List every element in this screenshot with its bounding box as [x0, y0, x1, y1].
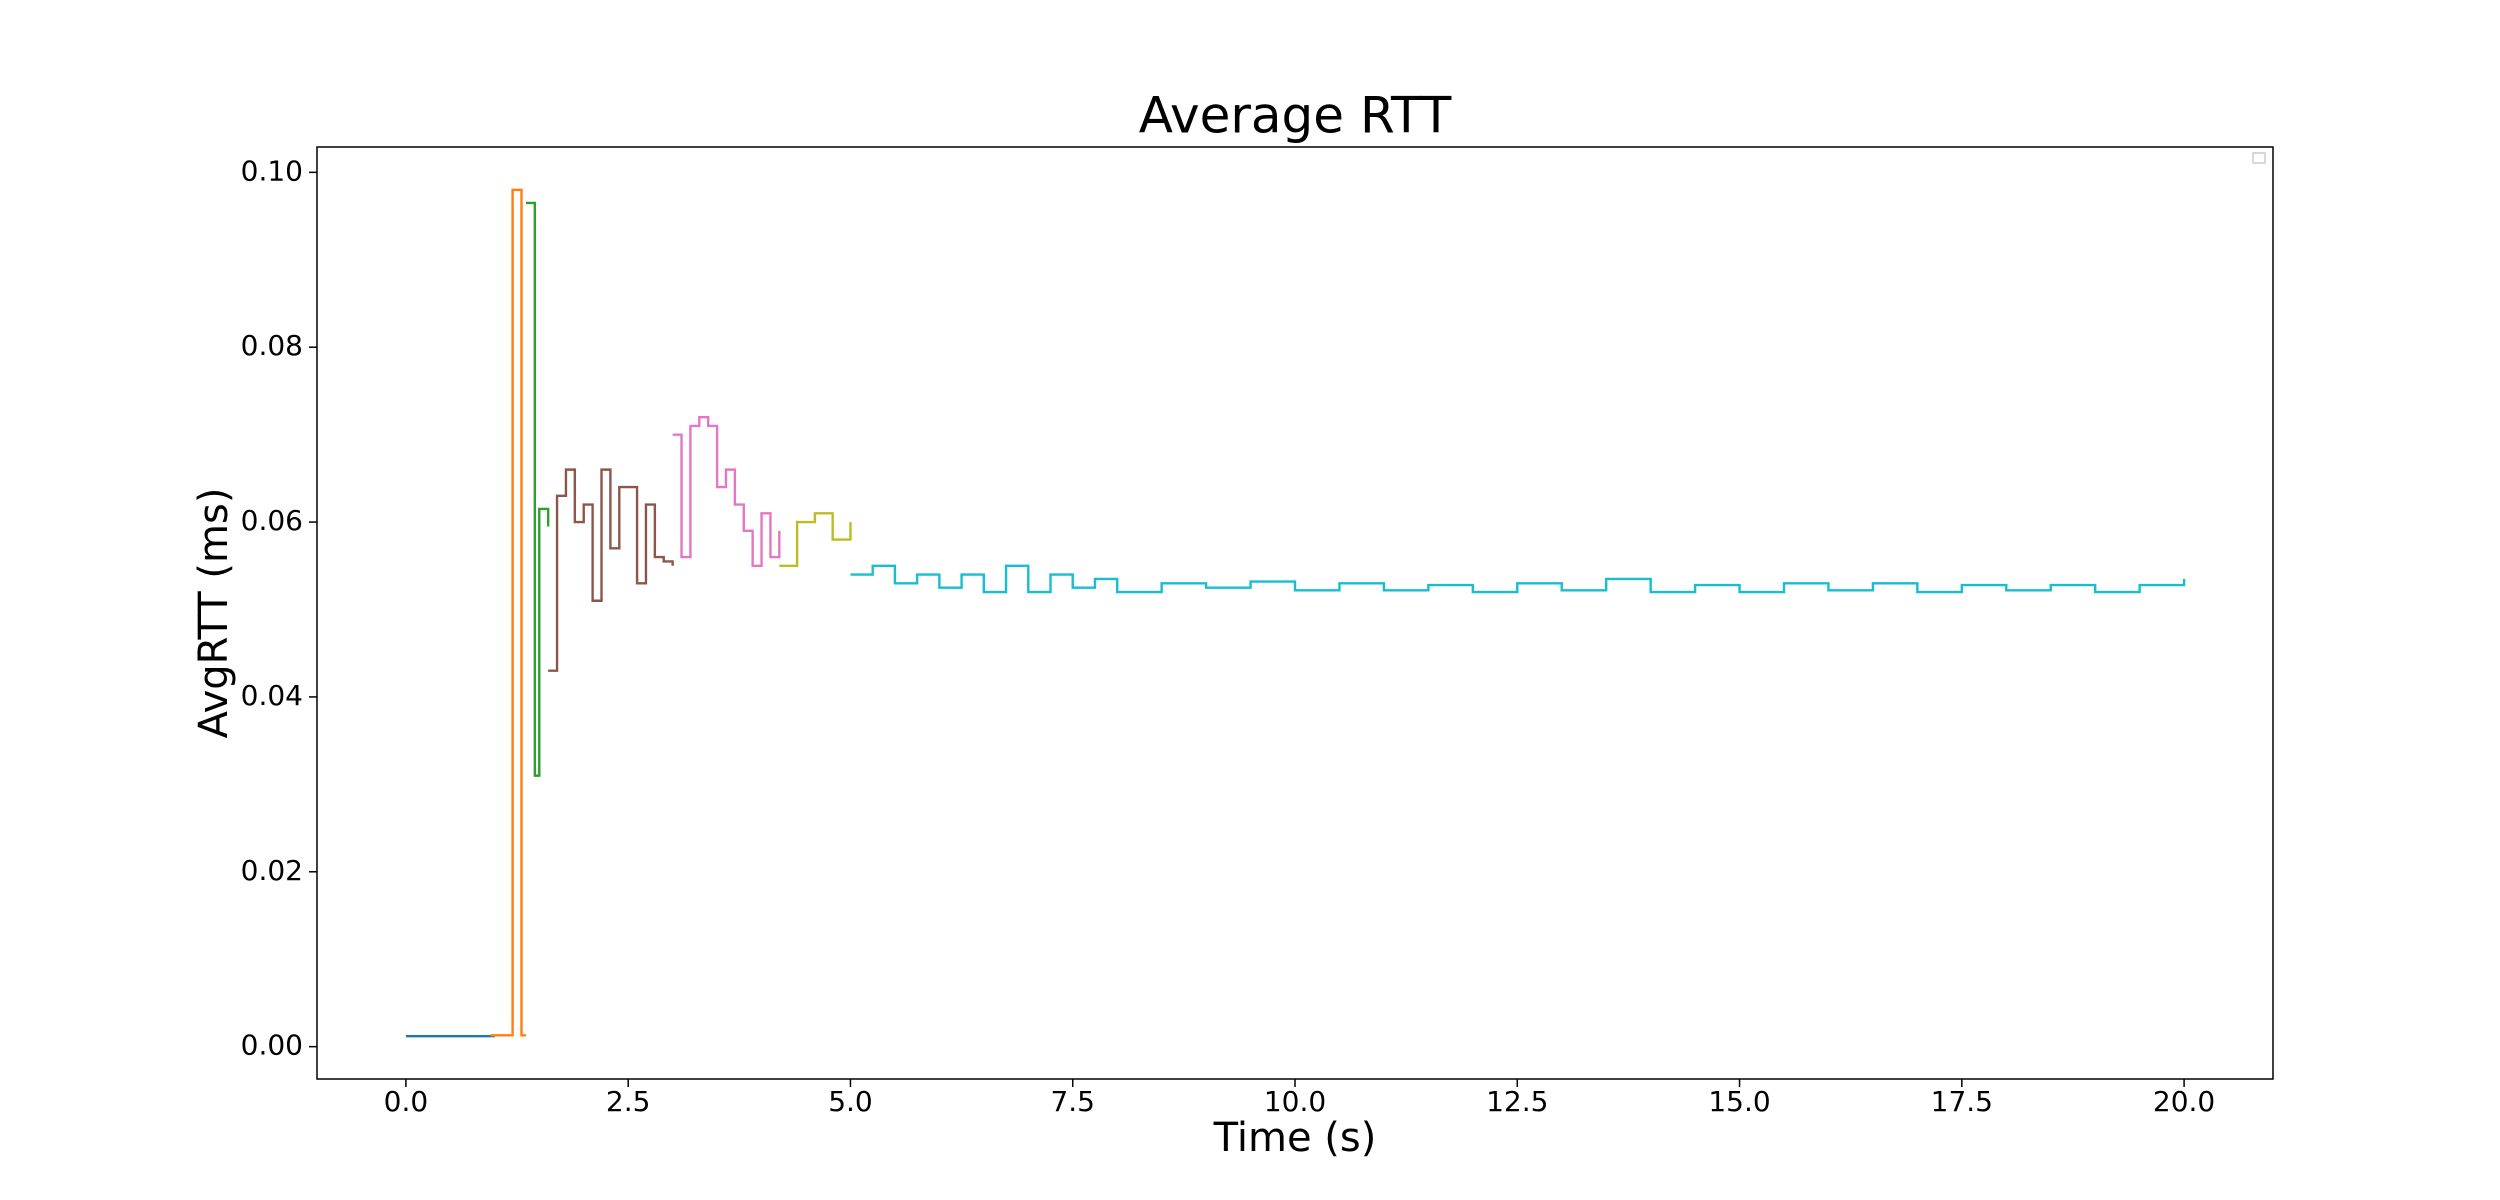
y-tick-label: 0.00 [241, 1029, 303, 1062]
y-tick-label: 0.08 [241, 329, 303, 362]
y-tick-label: 0.04 [241, 679, 303, 712]
x-tick-label: 17.5 [1931, 1085, 1993, 1118]
x-tick-label: 5.0 [828, 1085, 873, 1118]
x-tick-label: 10.0 [1264, 1085, 1326, 1118]
x-tick-label: 0.0 [384, 1085, 429, 1118]
series-line [779, 512, 852, 567]
legend-box [2252, 152, 2266, 164]
plot-frame [316, 146, 2274, 1080]
series-line [548, 468, 674, 672]
chart-title: Average RTT [1139, 87, 1452, 145]
y-tick-label: 0.10 [241, 154, 303, 187]
series-line [850, 564, 2186, 594]
series-line [672, 415, 781, 567]
y-tick-label: 0.06 [241, 504, 303, 537]
x-tick-label: 2.5 [606, 1085, 651, 1118]
series-line [525, 201, 550, 777]
series-line [490, 188, 526, 1037]
y-axis-label: AvgRTT (ms) [191, 488, 237, 739]
x-tick-label: 7.5 [1050, 1085, 1095, 1118]
x-tick-label: 12.5 [1486, 1085, 1548, 1118]
x-tick-label: 15.0 [1708, 1085, 1770, 1118]
x-tick-label: 20.0 [2153, 1085, 2215, 1118]
y-tick-label: 0.02 [241, 854, 303, 887]
x-axis-label: Time (s) [1213, 1115, 1377, 1161]
